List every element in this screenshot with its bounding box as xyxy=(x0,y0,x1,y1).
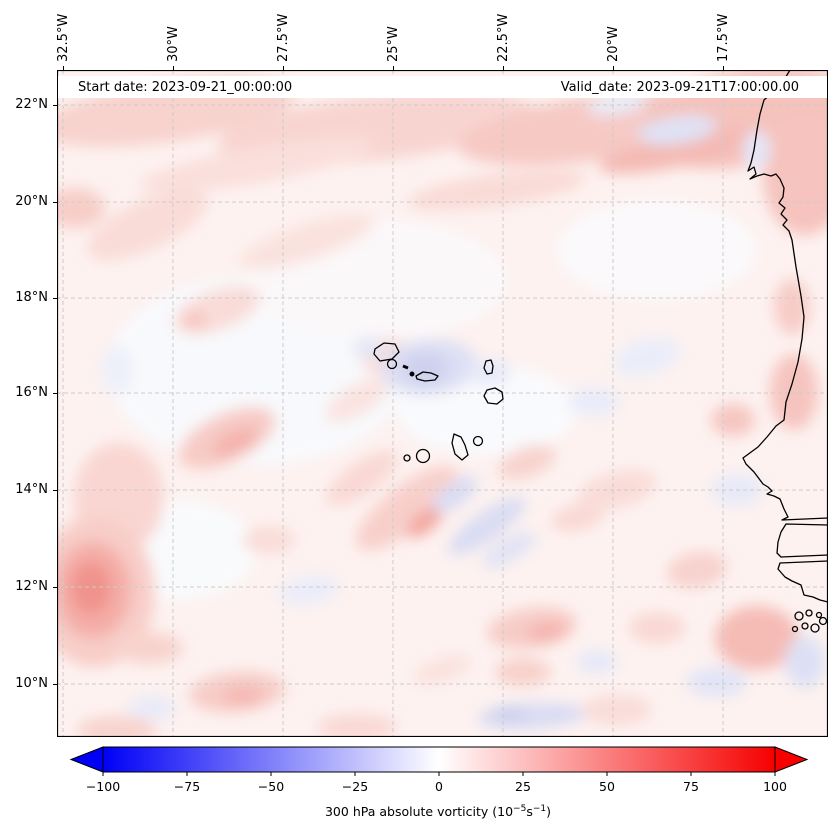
title-strip: Start date: 2023-09-21_00:00:00 Valid_da… xyxy=(58,76,827,98)
colorbar-gradient-bar xyxy=(102,746,776,773)
xtick-label-32-5w: 32.5°W xyxy=(56,13,71,62)
xtick-mark xyxy=(503,66,504,70)
xtick-label-22-5w: 22.5°W xyxy=(496,13,511,62)
valid-date-label: Valid_date: 2023-09-21T17:00:00.00 xyxy=(560,79,799,95)
colorbar-label-exponent-2: −1 xyxy=(532,804,547,814)
island-santa-luzia xyxy=(402,364,409,370)
island-santo-antao xyxy=(373,342,400,362)
ytick-mark xyxy=(53,105,57,106)
island-sao-nicolau xyxy=(415,371,439,382)
colorbar-left-arrow xyxy=(69,746,104,773)
gambia-casamance-coast xyxy=(776,523,828,603)
island-brava xyxy=(403,454,411,462)
colorbar-tick-marks xyxy=(102,772,776,776)
xtick-mark xyxy=(723,66,724,70)
cbtick-neg75: −75 xyxy=(173,779,201,794)
ytick-mark xyxy=(53,684,57,685)
graticule-gridlines xyxy=(57,70,828,737)
xtick-label-17-5w: 17.5°W xyxy=(716,13,731,62)
xtick-mark xyxy=(173,66,174,70)
ytick-mark xyxy=(53,393,57,394)
island-fogo xyxy=(415,448,431,464)
colorbar-label-prefix: 300 hPa absolute vorticity (10 xyxy=(324,804,514,820)
cbtick-neg25: −25 xyxy=(341,779,369,794)
xtick-mark xyxy=(393,66,394,70)
cbtick-75: 75 xyxy=(683,779,699,794)
ytick-mark xyxy=(53,298,57,299)
xtick-mark xyxy=(63,66,64,70)
xtick-mark xyxy=(613,66,614,70)
colorbar-label-exponent-1: −5 xyxy=(513,804,527,814)
cbtick-neg50: −50 xyxy=(257,779,285,794)
bijagos-islands xyxy=(791,609,828,633)
xtick-label-25w: 25°W xyxy=(386,26,401,62)
map-plot-area xyxy=(57,70,828,737)
colorbar-label-mid: s xyxy=(526,804,533,820)
vorticity-field-blobs xyxy=(57,70,828,737)
ytick-label-20n: 20°N xyxy=(15,194,48,209)
colorbar-right-arrow xyxy=(774,746,809,773)
ytick-label-22n: 22°N xyxy=(15,97,48,112)
xtick-label-27-5w: 27.5°W xyxy=(276,13,291,62)
africa-coastline xyxy=(742,70,828,521)
colorbar-label-suffix: ) xyxy=(546,804,551,820)
cbtick-0: 0 xyxy=(435,779,443,794)
start-date-label: Start date: 2023-09-21_00:00:00 xyxy=(78,79,293,95)
xtick-label-30w: 30°W xyxy=(166,26,181,62)
ytick-label-18n: 18°N xyxy=(15,290,48,305)
island-sao-vicente xyxy=(386,358,398,370)
island-boa-vista xyxy=(483,387,504,405)
island-maio xyxy=(472,435,484,447)
cbtick-neg100: −100 xyxy=(85,779,121,794)
ytick-label-14n: 14°N xyxy=(15,482,48,497)
ytick-label-10n: 10°N xyxy=(15,676,48,691)
islet-branco xyxy=(409,371,415,377)
cape-verde-islands xyxy=(373,342,504,464)
ytick-mark xyxy=(53,490,57,491)
plot-frame xyxy=(57,70,828,737)
ytick-mark xyxy=(53,202,57,203)
cbtick-100: 100 xyxy=(763,779,787,794)
cbtick-25: 25 xyxy=(515,779,531,794)
island-sal xyxy=(483,359,494,375)
cbtick-50: 50 xyxy=(599,779,615,794)
ytick-label-16n: 16°N xyxy=(15,385,48,400)
colorbar-axis-label: 300 hPa absolute vorticity (10−5s−1) xyxy=(0,804,837,819)
island-santiago xyxy=(451,433,469,461)
xtick-label-20w: 20°W xyxy=(606,26,621,62)
colorbar xyxy=(69,746,809,776)
xtick-mark xyxy=(283,66,284,70)
ytick-label-12n: 12°N xyxy=(15,579,48,594)
ytick-mark xyxy=(53,587,57,588)
